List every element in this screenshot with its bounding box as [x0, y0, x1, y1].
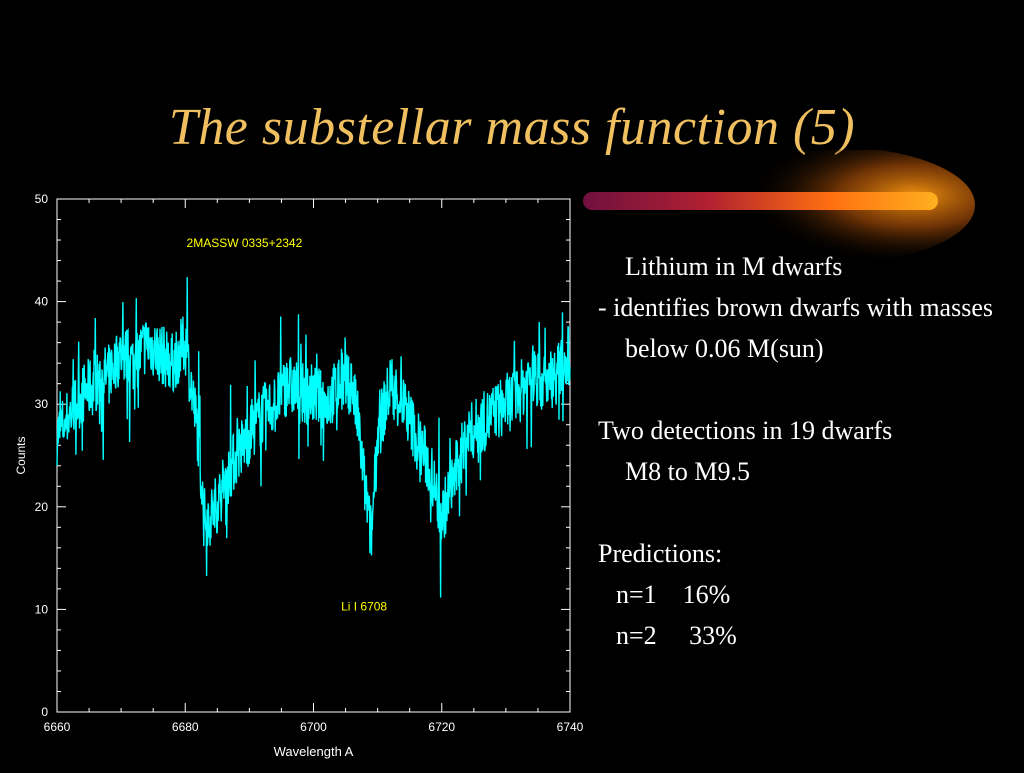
comet-decoration: [583, 150, 975, 263]
y-tick-label: 40: [35, 295, 49, 309]
y-axis-label: Counts: [14, 436, 28, 474]
x-tick-label: 6680: [172, 720, 199, 734]
chart-svg: 6660 6680 6700 6720 6740 0 10 20 30 40 50 Wavelengt…: [14, 192, 584, 759]
x-tick-label: 6660: [44, 720, 71, 734]
bullet-detections-range: M8 to M9.5: [625, 457, 750, 486]
annotation-li-line: Li I 6708: [341, 599, 387, 613]
prediction-n1: n=1 16%: [616, 580, 731, 609]
y-tick-label: 10: [35, 602, 49, 616]
plot-frame: [56, 198, 571, 713]
bullet-detections: Two detections in 19 dwarfs: [598, 416, 893, 445]
x-tick-label: 6720: [428, 720, 455, 734]
x-tick-label: 6700: [300, 720, 327, 734]
predictions-label: Predictions:: [598, 539, 723, 568]
y-tick-label: 50: [35, 192, 49, 206]
y-tick-label: 30: [35, 397, 49, 411]
spectrum-chart: 6660 6680 6700 6720 6740 0 10 20 30 40 50 Wavelengt…: [0, 186, 590, 768]
annotation-object-name: 2MASSW 0335+2342: [187, 236, 303, 250]
y-tick-label: 0: [41, 705, 48, 719]
bullet-text: Lithium in M dwarfs - identifies brown d…: [598, 246, 1018, 656]
x-axis-label: Wavelength A: [274, 744, 354, 759]
bullet-identifies: - identifies brown dwarfs with masses be…: [598, 293, 993, 363]
bullet-lithium: Lithium in M dwarfs: [625, 252, 843, 281]
y-tick-label: 20: [35, 500, 49, 514]
prediction-n2: n=2 33%: [616, 621, 737, 650]
x-tick-label: 6740: [557, 720, 584, 734]
spectrum-series: [56, 277, 571, 598]
slide-title: The substellar mass function (5): [168, 99, 856, 156]
